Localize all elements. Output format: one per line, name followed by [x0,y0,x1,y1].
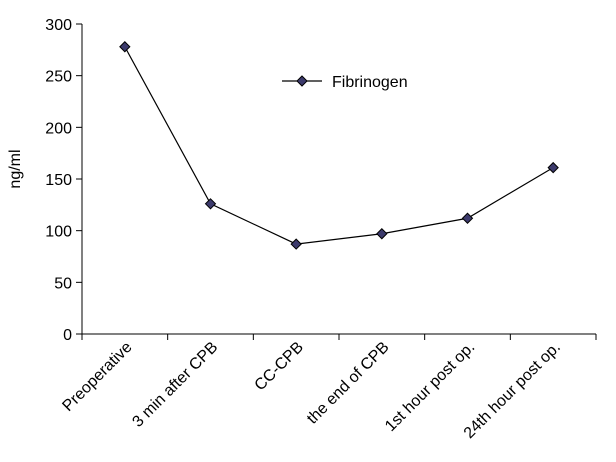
y-tick-label: 100 [45,224,72,241]
y-axis: 0 50 100 150 200 250 300 [45,17,83,344]
y-axis-title: ng/ml [7,149,24,188]
x-tick-label: 24th hour post op. [461,339,564,442]
x-tick-label: the end of CPB [304,339,393,428]
y-tick-label: 0 [63,327,72,344]
data-point [204,198,217,210]
legend-marker [296,75,308,87]
series-line [124,46,554,245]
y-tick-label: 150 [45,172,72,189]
data-point [119,41,131,53]
x-tick-label: Preoperative [59,339,135,415]
legend-label: Fibrinogen [332,74,408,91]
y-tick-label: 250 [45,69,72,86]
data-point [290,238,302,250]
legend: Fibrinogen [282,74,408,91]
y-tick-label: 50 [54,275,72,292]
data-point [461,212,474,224]
x-tick-label: 1st hour post op. [382,339,478,435]
x-tick-label: 3 min after CPB [129,339,221,431]
data-point [547,161,559,174]
y-tick-label: 200 [45,120,72,137]
y-tick-label: 300 [45,17,72,34]
data-point [376,228,388,240]
x-tick-label: CC-CPB [252,339,307,394]
series-layer [119,41,559,250]
